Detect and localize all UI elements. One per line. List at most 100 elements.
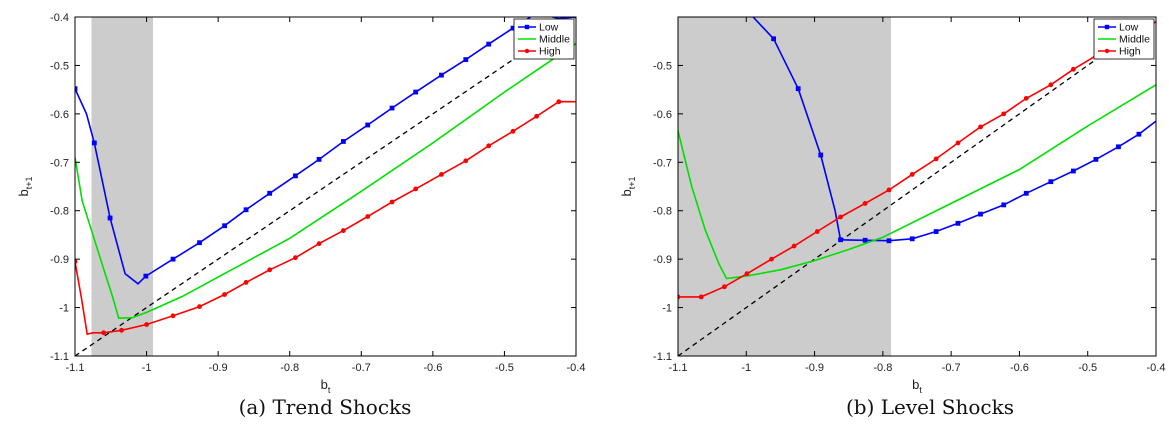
point-low [91,140,97,146]
point-low [909,236,915,242]
x-tick-label: -1 [741,362,751,374]
point-high [413,186,419,192]
point-high [1070,66,1076,72]
legend-label-high: High [1119,46,1141,58]
point-low [486,41,492,47]
x-tick-label: -0.5 [495,362,514,374]
x-tick-label: -0.5 [1078,362,1097,374]
point-low [1001,202,1007,208]
x-tick-label: -0.8 [280,362,299,374]
legend-label-low: Low [539,22,559,34]
legend-label-middle: Middle [1119,34,1150,46]
series-line-middle [75,42,576,320]
point-low [197,240,202,246]
y-tick-label: -0.7 [50,157,69,169]
legend-label-middle: Middle [539,34,570,46]
axes-frame [677,16,1157,357]
point-high [862,201,868,206]
diagonal-45-line [75,17,576,356]
point-high [909,171,915,177]
point-high [75,259,78,264]
x-tick-label: -0.9 [209,362,228,374]
point-low [293,173,298,179]
point-high [101,330,107,336]
x-tick-label: -0.9 [805,362,824,374]
x-axis-label-sub: t [328,385,331,395]
series-low [752,17,1156,244]
chart-level-shocks: -1.1 -1 -0.9 -0.8 -0.7 -0.6 -0.5 -0.4 -1.1 -1 -0.9… [619,16,1165,395]
y-axis-label: bt+1 [16,177,34,197]
series-line-low [752,17,1156,242]
x-axis-label: bt [912,377,922,395]
y-tick-label: -1.1 [50,351,69,363]
point-low [838,237,843,243]
x-tick-label: -0.7 [352,362,371,374]
legend-marker-high [1104,48,1110,54]
point-high [556,99,562,105]
point-high [144,322,149,327]
point-low [243,207,249,213]
series-line-middle [678,84,1156,280]
series-low [75,11,576,285]
y-axis-label-sub: t+1 [627,177,637,190]
point-high [769,256,774,262]
point-low [439,72,444,78]
shaded-region [91,17,154,356]
point-high [439,171,444,177]
point-high [1048,82,1054,88]
y-tick-label: -0.5 [653,60,672,72]
point-low [795,86,801,92]
point-high [698,294,704,300]
figure-trend-shocks: -1.1 -1 -0.9 -0.8 -0.7 -0.6 -0.5 -0.4 -1.1 -1 -0.9… [0,0,600,400]
y-tick-label: -1 [59,303,69,315]
point-low [267,190,273,196]
point-low [389,105,395,111]
figure-level-shocks: -1.1 -1 -0.9 -0.8 -0.7 -0.6 -0.5 -0.4 -1.1 -1 -0.9… [600,0,1169,400]
point-high [170,313,176,319]
y-axis-label: bt+1 [619,177,637,197]
point-low [510,25,516,31]
x-tick-label: -0.6 [423,362,442,374]
y-tick-label: -0.9 [50,254,69,266]
caption-trend-shocks: (a) Trend Shocks [238,395,412,419]
x-tick-label: -1.1 [66,362,85,374]
x-tick-label: -0.7 [942,362,961,374]
point-high [486,143,492,149]
point-low [107,215,113,221]
point-high [955,140,961,146]
y-tick-label: -0.6 [50,109,69,121]
point-high [340,228,346,233]
point-high [978,124,983,130]
point-high [293,255,298,261]
point-high [197,304,202,310]
y-tick-label: -1.1 [653,351,672,363]
point-low [413,89,419,95]
point-high [744,271,750,277]
point-high [267,267,273,273]
point-low [818,152,824,158]
x-tick-label: -1 [142,362,152,374]
point-low [340,139,346,144]
point-low [75,86,78,92]
y-tick-label: -0.8 [50,206,69,218]
point-high [365,214,371,219]
series-middle [75,42,576,320]
x-axis-label: bt [321,377,331,395]
point-low [933,229,939,234]
point-low [1116,144,1121,150]
point-low [463,57,469,63]
point-low [534,11,539,16]
point-high [534,113,540,119]
point-low [886,238,892,244]
y-tick-label: -1 [662,303,672,315]
legend-marker-low [1104,24,1110,30]
legend-marker-low [524,24,530,30]
caption-level-shocks: (b) Level Shocks [846,395,1014,419]
y-tick-label: -0.5 [50,60,69,72]
x-tick-label: -0.6 [1010,362,1029,374]
point-low [365,122,371,128]
x-axis-label-sub: t [919,385,922,395]
series-middle [678,84,1156,280]
y-tick-label: -0.4 [50,12,69,24]
point-high [886,187,892,193]
